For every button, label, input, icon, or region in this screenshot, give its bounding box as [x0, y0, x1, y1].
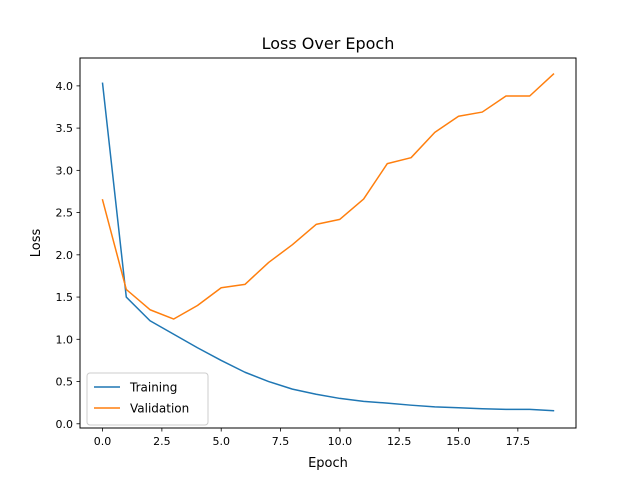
legend-box	[86, 372, 209, 426]
y-tick-label: 4.0	[56, 80, 74, 93]
x-tick-label: 5.0	[212, 435, 230, 448]
series-line-validation	[101, 72, 555, 320]
y-axis: 0.0 0.5 1.0 1.5 2.0 2.5 3.0 3.5 4.0	[56, 80, 80, 431]
x-tick-label: 2.5	[153, 435, 171, 448]
x-tick-label: 10.0	[328, 435, 353, 448]
legend: Training Validation	[86, 372, 209, 426]
x-tick-label: 17.5	[506, 435, 531, 448]
legend-label-validation: Validation	[130, 402, 189, 416]
legend-label-training: Training	[129, 381, 177, 395]
x-tick-label: 7.5	[272, 435, 290, 448]
chart-title: Loss Over Epoch	[262, 34, 395, 53]
plot-area	[101, 72, 555, 412]
x-axis: 0.0 2.5 5.0 7.5 10.0 12.5 15.0 17.5	[94, 428, 530, 448]
x-axis-label: Epoch	[308, 456, 348, 471]
series-line-training	[101, 82, 555, 412]
y-tick-label: 2.5	[56, 207, 74, 220]
y-tick-label: 1.5	[56, 291, 74, 304]
y-tick-label: 1.0	[56, 333, 74, 346]
y-axis-label: Loss	[29, 229, 44, 258]
y-tick-label: 0.0	[56, 418, 74, 431]
x-tick-label: 0.0	[94, 435, 112, 448]
y-tick-label: 2.0	[56, 249, 74, 262]
y-tick-label: 0.5	[56, 376, 74, 389]
x-tick-label: 15.0	[446, 435, 471, 448]
x-tick-label: 12.5	[387, 435, 412, 448]
y-tick-label: 3.0	[56, 164, 74, 177]
y-tick-label: 3.5	[56, 122, 74, 135]
axes-frame	[79, 57, 577, 429]
